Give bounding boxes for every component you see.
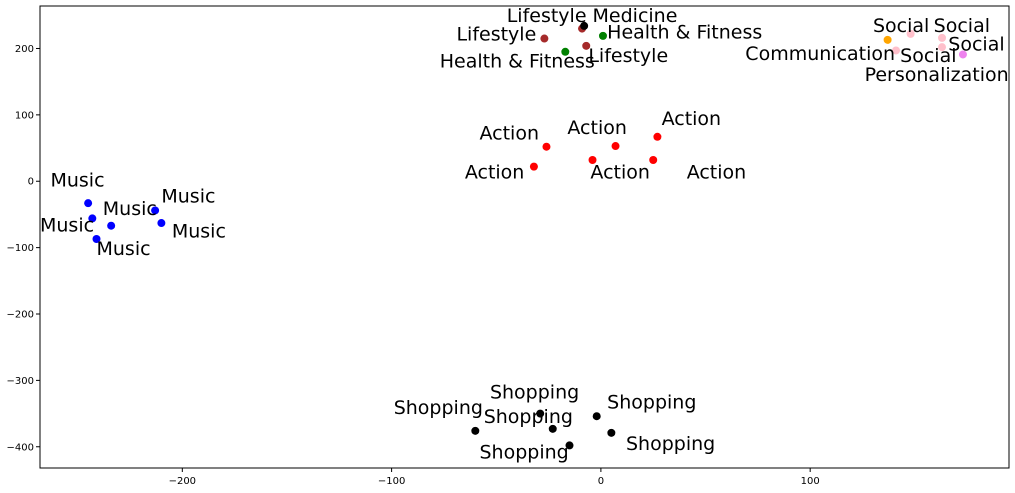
point-label: Social bbox=[934, 15, 990, 37]
point-label: Action bbox=[590, 162, 650, 184]
y-tick-label: −100 bbox=[7, 243, 34, 254]
scatter-point bbox=[92, 234, 101, 243]
point-label: Action bbox=[567, 117, 627, 139]
point-label: Music bbox=[103, 198, 157, 220]
scatter-point bbox=[649, 156, 658, 164]
point-label: Music bbox=[40, 215, 94, 237]
point-label: Lifestyle bbox=[456, 24, 536, 46]
scatter-point bbox=[529, 162, 538, 171]
point-label: Social bbox=[900, 45, 956, 67]
x-tick-label: 0 bbox=[598, 476, 604, 487]
point-label: Health & Fitness bbox=[607, 22, 762, 44]
points-layer bbox=[84, 21, 967, 450]
scatter-point bbox=[883, 35, 892, 44]
x-tick-label: −100 bbox=[378, 476, 405, 487]
scatter-point bbox=[598, 31, 607, 40]
scatter-point bbox=[84, 199, 93, 208]
scatter-point bbox=[540, 34, 549, 43]
x-tick-label: −200 bbox=[169, 476, 196, 487]
x-tick-label: 100 bbox=[801, 476, 820, 487]
scatter-point bbox=[611, 142, 620, 151]
scatter-point bbox=[561, 47, 570, 56]
scatter-point bbox=[592, 412, 601, 421]
axes: −200 −100 0 100 200 100 0 −100 −200 −300 −400 bbox=[7, 5, 1010, 487]
point-label: Shopping bbox=[490, 381, 579, 403]
scatter-point bbox=[536, 409, 545, 418]
point-label: Lifestyle bbox=[588, 45, 668, 67]
point-label: Shopping bbox=[607, 391, 696, 413]
point-label: Shopping bbox=[484, 406, 573, 428]
point-label: Shopping bbox=[394, 397, 483, 419]
point-label: Shopping bbox=[626, 433, 715, 455]
point-label: Music bbox=[172, 221, 226, 243]
y-tick-label: 100 bbox=[15, 110, 34, 121]
scatter-point bbox=[565, 441, 574, 450]
point-label: Action bbox=[662, 108, 722, 130]
scatter-point bbox=[938, 43, 947, 52]
scatter-point bbox=[151, 206, 160, 215]
y-tick-label: −200 bbox=[7, 310, 34, 321]
point-label: Personalization bbox=[865, 64, 1009, 86]
scatter-point bbox=[607, 428, 616, 437]
point-label: Communication bbox=[745, 43, 895, 65]
scatter-point bbox=[906, 29, 915, 38]
point-label: Social bbox=[873, 15, 929, 37]
y-tick-label: −400 bbox=[7, 442, 34, 453]
point-label: Action bbox=[465, 162, 525, 184]
point-label: Action bbox=[687, 162, 747, 184]
point-label: Medicine bbox=[593, 5, 678, 27]
point-label: Health & Fitness bbox=[440, 51, 595, 73]
scatter-point bbox=[653, 132, 662, 141]
y-tick-label: 200 bbox=[15, 44, 34, 55]
point-label: Lifestyle bbox=[507, 5, 587, 27]
scatter-point bbox=[107, 221, 116, 230]
scatter-point bbox=[938, 33, 947, 42]
point-label: Music bbox=[97, 238, 151, 260]
scatter-point bbox=[157, 219, 166, 228]
scatter-point bbox=[582, 41, 591, 50]
point-label: Music bbox=[161, 185, 215, 207]
point-label: Shopping bbox=[480, 442, 569, 464]
scatter-point bbox=[580, 21, 589, 30]
point-label: Action bbox=[480, 122, 540, 144]
plot-frame bbox=[39, 5, 1010, 469]
y-tick-label: 0 bbox=[28, 177, 34, 188]
scatter-point bbox=[891, 46, 900, 55]
scatter-point bbox=[548, 424, 557, 433]
point-label: Music bbox=[50, 170, 104, 192]
y-tick-label: −300 bbox=[7, 376, 34, 387]
scatter-point bbox=[588, 156, 597, 164]
scatter-point bbox=[958, 50, 967, 59]
scatter-point bbox=[542, 142, 551, 151]
scatter-point bbox=[88, 214, 97, 223]
point-label: Social bbox=[948, 33, 1004, 55]
scatter-point bbox=[471, 426, 480, 435]
